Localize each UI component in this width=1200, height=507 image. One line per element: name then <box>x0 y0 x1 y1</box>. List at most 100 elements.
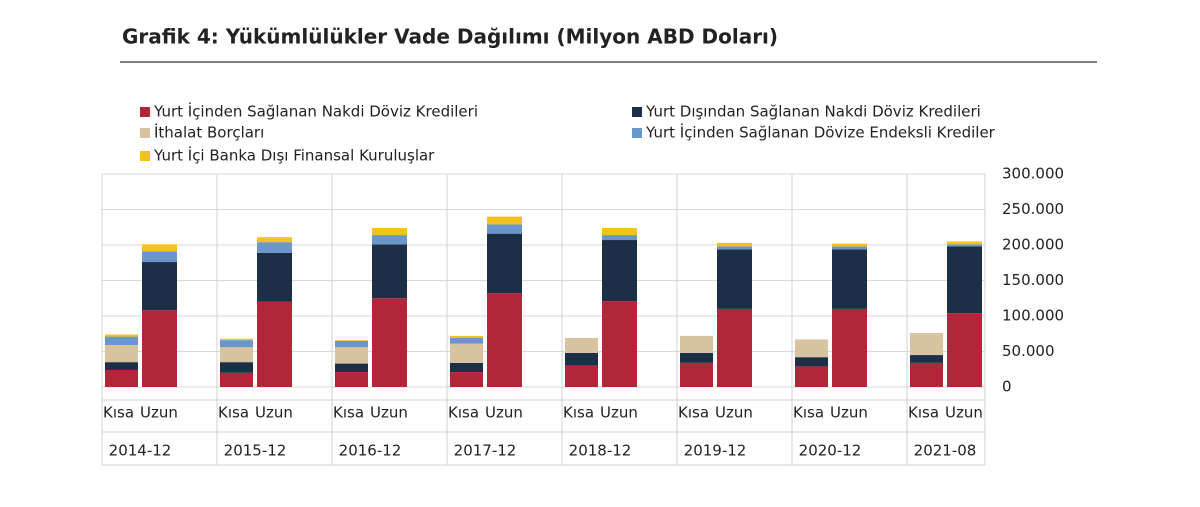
bar-segment <box>450 338 483 344</box>
y-tick-label: 150.000 <box>1002 271 1064 289</box>
bar-segment <box>450 335 483 339</box>
x-tick-label: Kısa <box>103 404 134 422</box>
legend-swatch <box>632 107 642 117</box>
group-label: 2021-08 <box>914 442 977 460</box>
bar-segment <box>717 246 752 250</box>
bar-segment <box>832 243 867 247</box>
bar-segment <box>717 308 752 387</box>
bar-segment <box>450 343 483 363</box>
x-tick-label: Kısa <box>333 404 364 422</box>
bar-segment <box>142 310 177 387</box>
legend-swatch <box>632 128 642 138</box>
x-tick-label: Uzun <box>945 404 983 422</box>
bar-segment <box>142 244 177 252</box>
bar-segment <box>372 235 407 245</box>
bar-segment <box>450 362 483 373</box>
bar-segment <box>795 357 828 367</box>
x-tick-label: Kısa <box>563 404 594 422</box>
bar-segment <box>910 355 943 363</box>
bar-segment <box>142 251 177 263</box>
y-tick-label: 200.000 <box>1002 236 1064 254</box>
bar-segment <box>105 345 138 363</box>
x-tick-label: Kısa <box>218 404 249 422</box>
bar-segment <box>947 241 982 245</box>
bar-segment <box>602 235 637 241</box>
bar-segment <box>602 227 637 236</box>
bar-segment <box>602 301 637 387</box>
bar-segment <box>565 338 598 353</box>
legend-swatch <box>140 107 150 117</box>
group-label: 2019-12 <box>684 442 747 460</box>
bar-segment <box>257 301 292 387</box>
bar-segment <box>220 347 253 363</box>
bar-segment <box>565 352 598 366</box>
x-tick-label: Uzun <box>485 404 523 422</box>
legend-label: Yurt İçi Banka Dışı Finansal Kuruluşlar <box>153 146 435 165</box>
bar-segment <box>947 313 982 387</box>
bar-segment <box>105 334 138 337</box>
bar-segment <box>910 333 943 356</box>
bar-segment <box>257 237 292 243</box>
bar-segment <box>335 363 368 373</box>
bar-segment <box>450 372 483 387</box>
bar-segment <box>335 347 368 364</box>
bar-segment <box>487 233 522 294</box>
bar-segment <box>487 293 522 387</box>
bar-segment <box>717 249 752 309</box>
bar-segment <box>910 362 943 387</box>
y-tick-label: 250.000 <box>1002 200 1064 218</box>
bar-segment <box>947 246 982 314</box>
x-tick-label: Uzun <box>600 404 638 422</box>
group-label: 2016-12 <box>339 442 402 460</box>
x-tick-label: Uzun <box>830 404 868 422</box>
bar-segment <box>832 249 867 309</box>
x-tick-label: Kısa <box>793 404 824 422</box>
bar-segment <box>795 339 828 358</box>
group-label: 2014-12 <box>109 442 172 460</box>
bar-segment <box>372 227 407 236</box>
y-tick-label: 100.000 <box>1002 307 1064 325</box>
x-tick-label: Kısa <box>678 404 709 422</box>
group-label: 2020-12 <box>799 442 862 460</box>
legend-label: Yurt Dışından Sağlanan Nakdi Döviz Kredi… <box>645 103 981 121</box>
legend-label: İthalat Borçları <box>154 123 264 142</box>
legend-swatch <box>140 151 150 161</box>
bar-segment <box>680 352 713 363</box>
bar-segment <box>832 246 867 250</box>
group-label: 2017-12 <box>454 442 517 460</box>
bar-segment <box>335 372 368 387</box>
bar-segment <box>947 244 982 247</box>
legend-swatch <box>140 128 150 138</box>
x-tick-label: Uzun <box>370 404 408 422</box>
bar-segment <box>832 308 867 387</box>
y-tick-label: 0 <box>1002 378 1012 396</box>
bar-segment <box>372 298 407 387</box>
bar-segment <box>220 338 253 341</box>
bar-segment <box>565 365 598 387</box>
y-tick-label: 300.000 <box>1002 165 1064 183</box>
x-tick-label: Kısa <box>448 404 479 422</box>
bar-segment <box>105 362 138 370</box>
bar-segment <box>602 240 637 302</box>
bar-segment <box>680 335 713 353</box>
x-tick-label: Kısa <box>908 404 939 422</box>
bar-segment <box>257 252 292 302</box>
legend-label: Yurt İçinden Sağlanan Nakdi Döviz Kredil… <box>153 102 478 121</box>
legend-label: Yurt İçinden Sağlanan Dövize Endeksli Kr… <box>645 123 996 142</box>
x-tick-label: Uzun <box>140 404 178 422</box>
bar-segment <box>142 262 177 311</box>
bar-segment <box>220 362 253 373</box>
bar-segment <box>105 336 138 346</box>
bar-segment <box>487 224 522 234</box>
bar-segment <box>335 340 368 341</box>
bar-segment <box>717 242 752 247</box>
bar-segment <box>680 362 713 387</box>
bar-segment <box>257 242 292 253</box>
x-tick-label: Uzun <box>255 404 293 422</box>
bar-segment <box>105 369 138 387</box>
x-tick-label: Uzun <box>715 404 753 422</box>
bar-segment <box>487 216 522 225</box>
y-tick-label: 50.000 <box>1002 342 1055 360</box>
group-label: 2015-12 <box>224 442 287 460</box>
